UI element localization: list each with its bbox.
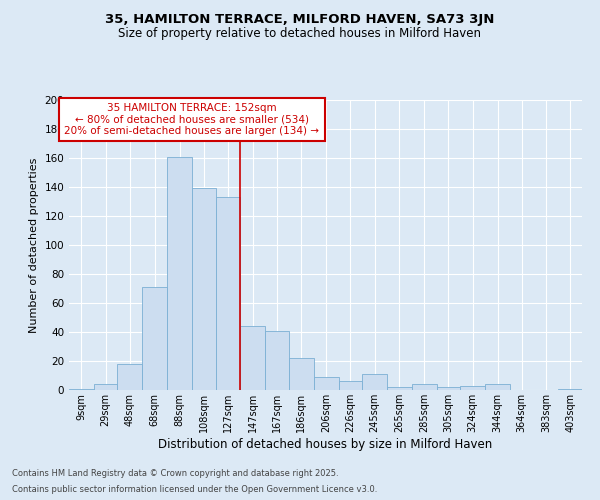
Bar (314, 377, 338, 390)
Y-axis label: Number of detached properties: Number of detached properties (29, 158, 39, 332)
Bar (192, 188, 215, 390)
Bar (167, 156, 192, 390)
Text: Size of property relative to detached houses in Milford Haven: Size of property relative to detached ho… (119, 28, 482, 40)
Bar (338, 382, 362, 390)
Text: Contains public sector information licensed under the Open Government Licence v3: Contains public sector information licen… (12, 485, 377, 494)
Bar (437, 387, 460, 390)
Bar (412, 384, 437, 390)
Bar (289, 358, 314, 390)
Text: 35, HAMILTON TERRACE, MILFORD HAVEN, SA73 3JN: 35, HAMILTON TERRACE, MILFORD HAVEN, SA7… (106, 12, 494, 26)
Bar (265, 330, 289, 390)
Bar (94, 384, 118, 390)
X-axis label: Distribution of detached houses by size in Milford Haven: Distribution of detached houses by size … (158, 438, 493, 450)
Bar (387, 387, 412, 390)
Text: 35 HAMILTON TERRACE: 152sqm
← 80% of detached houses are smaller (534)
20% of se: 35 HAMILTON TERRACE: 152sqm ← 80% of det… (64, 103, 319, 136)
Bar (485, 384, 510, 390)
Bar (559, 388, 582, 390)
Bar (118, 364, 142, 390)
Bar (362, 374, 387, 390)
Bar (460, 386, 485, 390)
Bar (69, 388, 94, 390)
Text: Contains HM Land Registry data © Crown copyright and database right 2025.: Contains HM Land Registry data © Crown c… (12, 468, 338, 477)
Bar (241, 326, 265, 390)
Bar (215, 197, 241, 390)
Bar (142, 287, 167, 390)
